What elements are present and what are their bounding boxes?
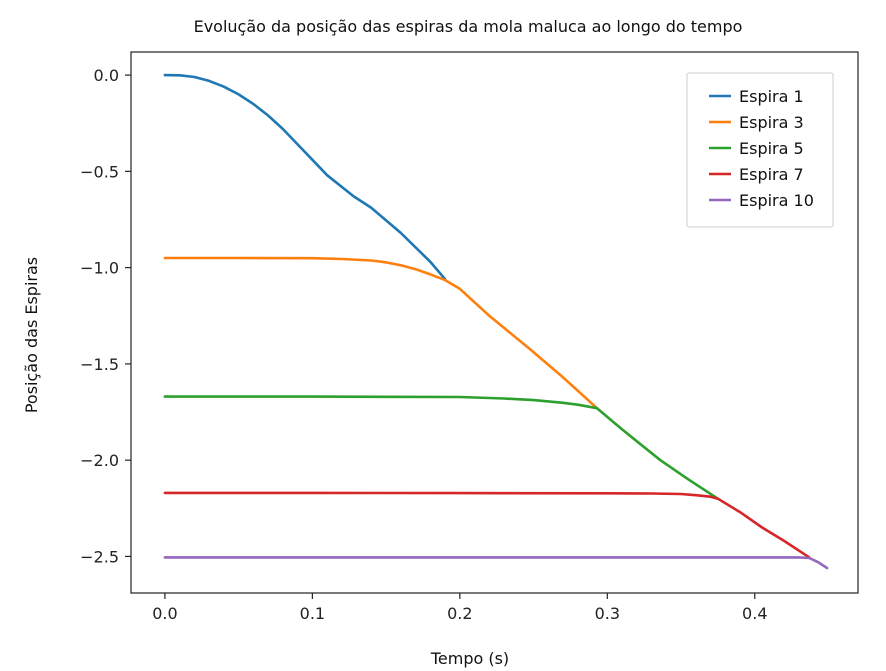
legend-label-4: Espira 7 [739, 165, 804, 184]
y-tick-label: 0.0 [94, 66, 119, 85]
x-tick-label: 0.4 [742, 604, 767, 623]
x-tick-label: 0.1 [300, 604, 325, 623]
x-tick-label: 0.3 [595, 604, 620, 623]
y-tick-label: −0.5 [80, 162, 119, 181]
series-line-1 [163, 73, 447, 281]
legend-label-2: Espira 3 [739, 113, 804, 132]
legend: Espira 1 Espira 3 Espira 5 Espira 7 Espira 1… [686, 72, 834, 228]
plot-frame [130, 51, 859, 594]
chart-title: Evolução da posição das espiras da mola … [194, 17, 743, 36]
y-tick-label: −2.0 [80, 451, 119, 470]
series-line-4 [163, 491, 811, 559]
plot-area: 0.0 0.1 0.2 0.3 0.4 0.0 −0.5 −1.0 −1.5 −2.0 −2.5 [80, 51, 859, 623]
legend-label-5: Espira 10 [739, 191, 814, 210]
y-axis-label: Posição das Espiras [22, 257, 41, 413]
y-tick-label: −2.5 [80, 547, 119, 566]
legend-box [686, 72, 834, 228]
x-axis-label: Tempo (s) [430, 649, 509, 668]
y-tick-label: −1.0 [80, 259, 119, 278]
series-line-2 [163, 256, 599, 410]
series-line-5 [163, 556, 829, 570]
y-tick-label: −1.5 [80, 355, 119, 374]
x-tick-label: 0.0 [152, 604, 177, 623]
x-tick-label: 0.2 [447, 604, 472, 623]
legend-label-3: Espira 5 [739, 139, 804, 158]
legend-label-1: Espira 1 [739, 87, 804, 106]
series-line-3 [163, 395, 720, 501]
